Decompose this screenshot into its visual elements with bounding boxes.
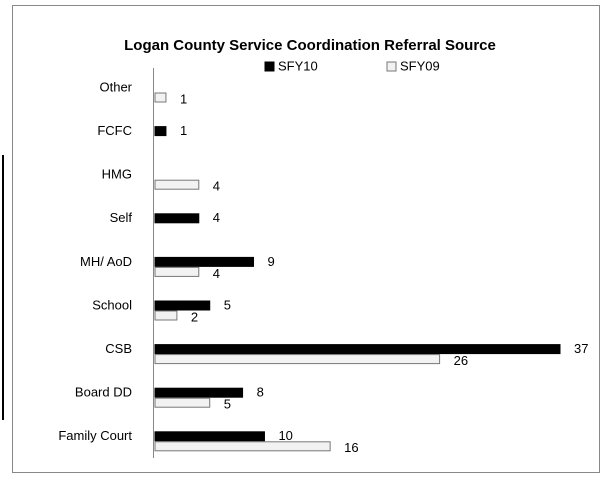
y-tick-label: MH/ AoD	[80, 254, 132, 269]
data-label: 2	[191, 309, 198, 324]
data-label: 1	[180, 123, 187, 138]
bar	[154, 300, 211, 311]
data-label: 26	[454, 353, 468, 368]
y-tick-label: CSB	[105, 341, 132, 356]
data-label: 10	[278, 428, 292, 443]
bar	[154, 126, 167, 137]
bar	[154, 354, 441, 365]
bar	[154, 92, 167, 103]
data-label: 5	[224, 297, 231, 312]
y-tick-label: Family Court	[58, 428, 132, 443]
data-label: 4	[213, 266, 220, 281]
bar	[154, 266, 200, 277]
legend-swatch	[264, 61, 275, 72]
data-label: 4	[213, 210, 220, 225]
bar	[154, 431, 265, 442]
chart-title: Logan County Service Coordination Referr…	[124, 37, 496, 54]
bar	[154, 441, 331, 452]
data-label: 4	[213, 179, 220, 194]
data-label: 1	[180, 91, 187, 106]
y-tick-label: Other	[99, 79, 132, 94]
legend-label: SFY10	[278, 58, 318, 73]
bar	[154, 310, 178, 321]
bar	[154, 397, 211, 408]
bar	[154, 213, 200, 224]
data-label: 16	[344, 440, 358, 455]
legend-label: SFY09	[400, 58, 440, 73]
data-label: 9	[268, 254, 275, 269]
legend-swatch	[386, 61, 397, 72]
bar	[154, 256, 255, 267]
y-tick-label: HMG	[102, 167, 132, 182]
bar	[154, 344, 561, 355]
bar	[154, 179, 200, 190]
y-tick-label: Self	[110, 210, 133, 225]
data-label: 8	[257, 385, 264, 400]
data-label: 37	[574, 341, 588, 356]
chart-frame	[12, 5, 600, 473]
y-tick-label: School	[92, 297, 132, 312]
bar	[154, 387, 244, 398]
y-tick-label: FCFC	[97, 123, 132, 138]
data-label: 5	[224, 397, 231, 412]
y-tick-label: Board DD	[75, 385, 132, 400]
